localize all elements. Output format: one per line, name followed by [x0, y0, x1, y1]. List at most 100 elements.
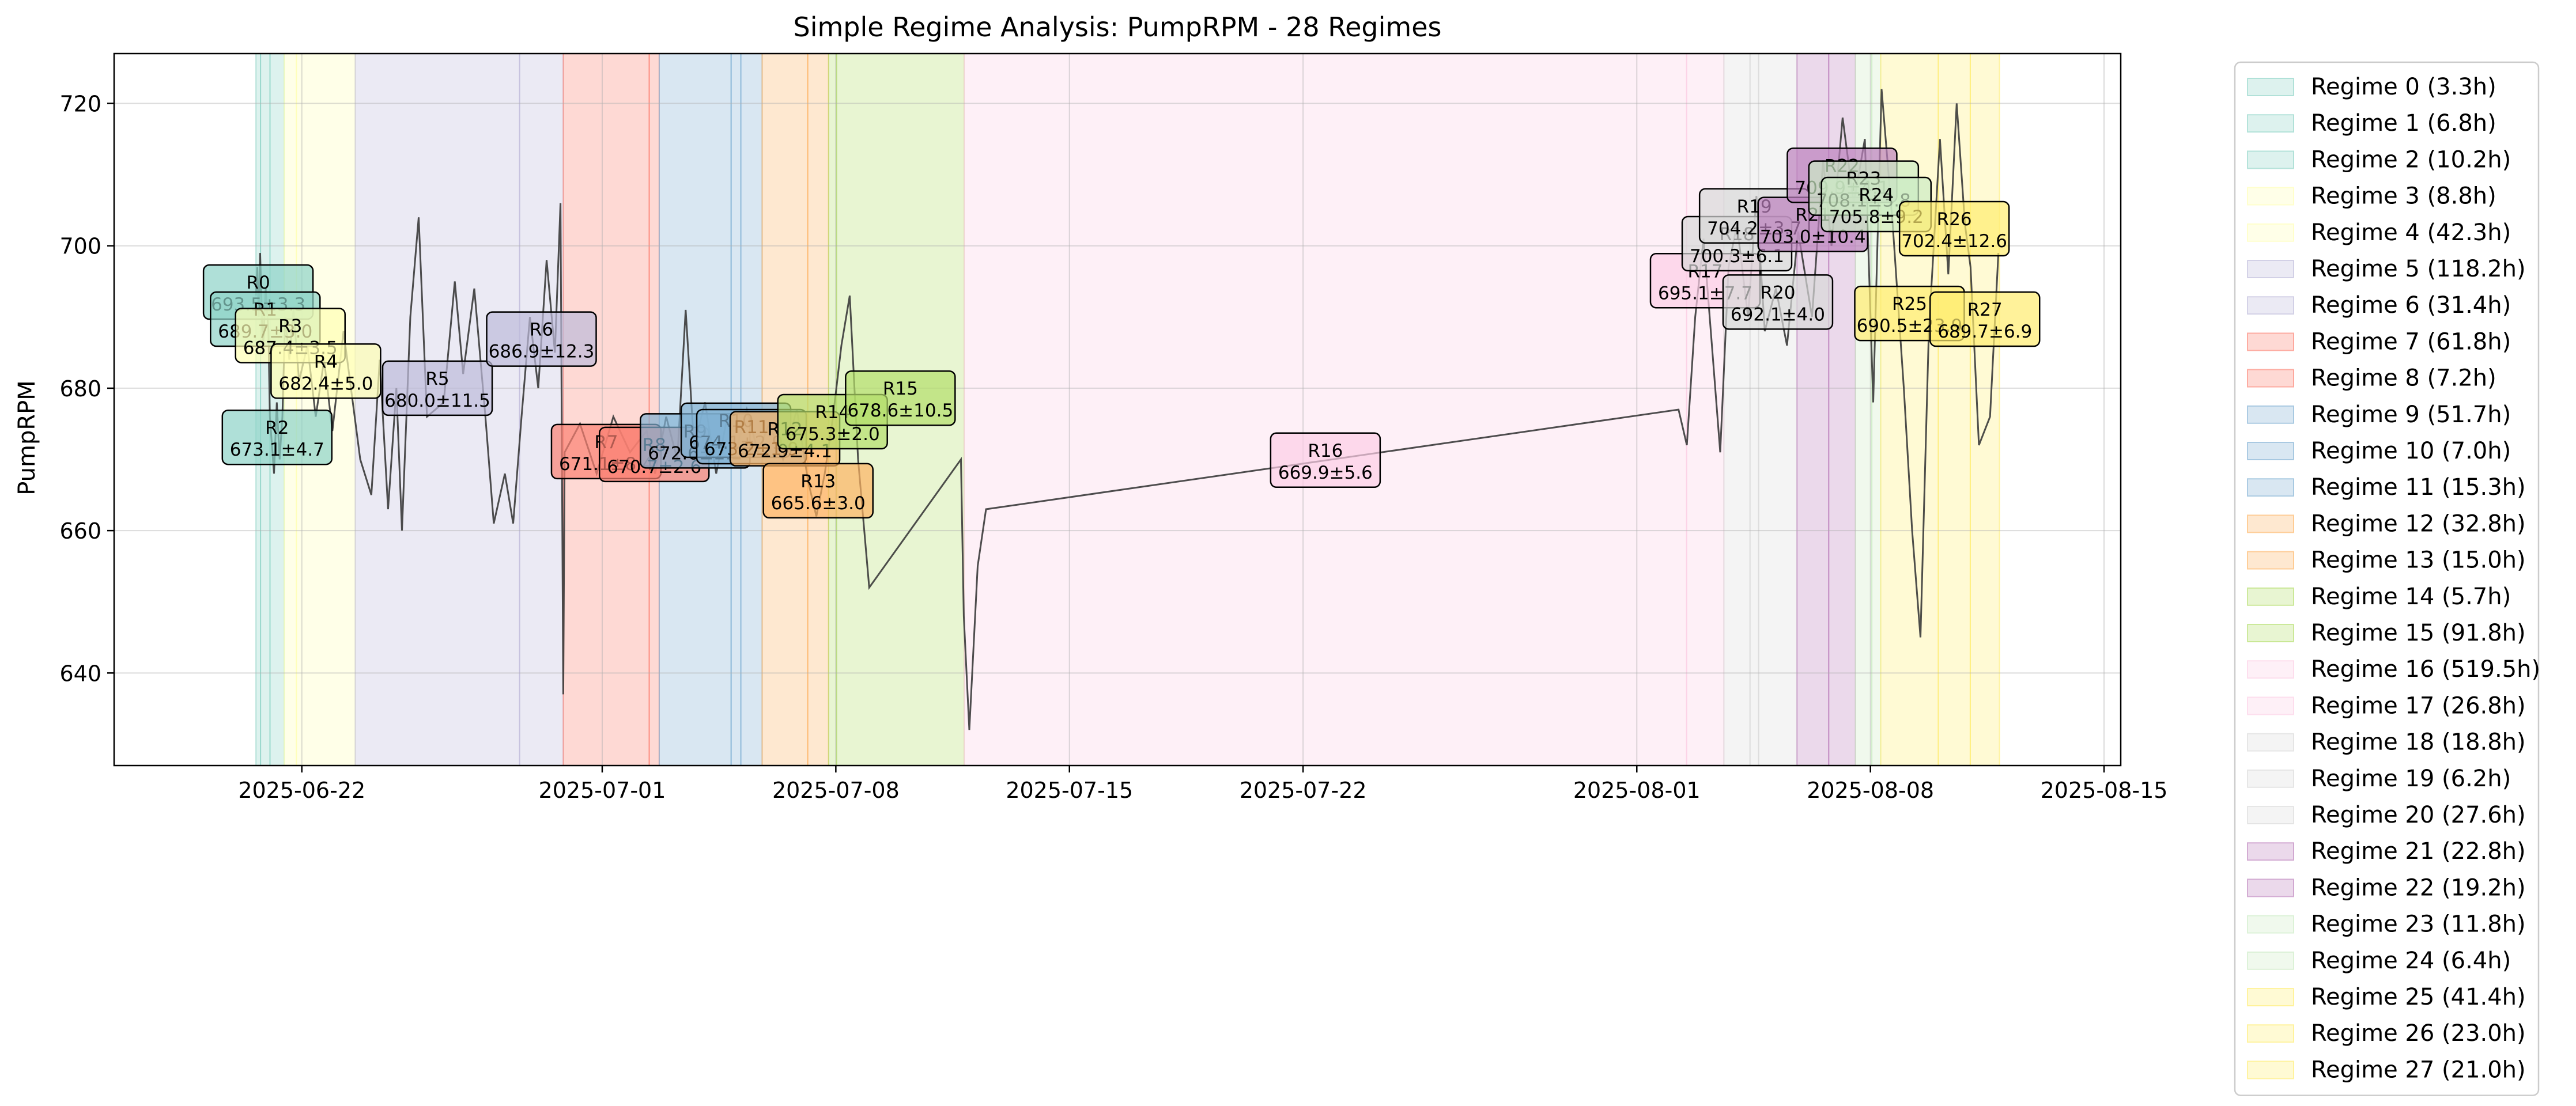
legend-swatch-14 [2247, 587, 2294, 606]
legend-entry-4: Regime 4 (42.3h) [2311, 219, 2511, 246]
legend-entry-22: Regime 22 (19.2h) [2311, 874, 2526, 901]
legend-entry-21: Regime 21 (22.8h) [2311, 838, 2526, 865]
legend-entry-10: Regime 10 (7.0h) [2311, 438, 2511, 464]
legend-swatch-25 [2247, 988, 2294, 1006]
legend-entry-0: Regime 0 (3.3h) [2311, 74, 2496, 100]
legend-swatch-16 [2247, 660, 2294, 679]
regime-box-2 [221, 409, 333, 465]
regime-band-8 [648, 53, 660, 766]
legend-swatch-10 [2247, 442, 2294, 460]
regime-box-label-27: R27 [1967, 300, 2003, 320]
legend-entry-13: Regime 13 (15.0h) [2311, 547, 2526, 574]
regime-box-4 [270, 343, 382, 399]
regime-box-label-15: R15 [883, 378, 918, 399]
legend-entry-1: Regime 1 (6.8h) [2311, 110, 2496, 137]
regime-band-17 [1686, 53, 1725, 766]
legend-swatch-21 [2247, 842, 2294, 861]
regime-box-stats-15: 678.6±10.5 [847, 400, 953, 421]
y-tick-label-4: 720 [59, 92, 101, 117]
legend-entry-24: Regime 24 (6.4h) [2311, 948, 2511, 974]
regime-box-label-0: R0 [246, 272, 270, 293]
regime-box-stats-6: 686.9±12.3 [489, 342, 595, 362]
y-axis-label: PumpRPM [14, 380, 40, 495]
legend-swatch-4 [2247, 223, 2294, 242]
regime-box-label-4: R4 [314, 351, 338, 372]
legend-entry-15: Regime 15 (91.8h) [2311, 620, 2526, 646]
legend: Regime 0 (3.3h) Regime 1 (6.8h) Regime 2 (… [2234, 61, 2540, 1096]
regime-box-20 [1722, 274, 1834, 330]
regime-box-label-25: R25 [1892, 294, 1927, 315]
legend-swatch-19 [2247, 769, 2294, 788]
regime-band-6 [519, 53, 564, 766]
regime-band-16 [964, 53, 1687, 766]
y-tick-label-2: 680 [59, 376, 101, 402]
legend-swatch-18 [2247, 733, 2294, 752]
legend-swatch-22 [2247, 878, 2294, 897]
legend-entry-26: Regime 26 (23.0h) [2311, 1020, 2526, 1047]
regime-box-stats-13: 665.6±3.0 [771, 493, 866, 514]
regime-box-label-26: R26 [1937, 209, 1972, 230]
legend-swatch-2 [2247, 150, 2294, 169]
legend-entry-18: Regime 18 (18.8h) [2311, 729, 2526, 756]
regime-box-label-24: R24 [1859, 185, 1894, 206]
legend-entry-9: Regime 9 (51.7h) [2311, 402, 2511, 428]
axes: 2025-06-22 2025-07-01 2025-07-08 2025-07-15… [59, 52, 2167, 803]
regime-band-19 [1749, 53, 1759, 766]
regime-box-27 [1929, 291, 2041, 347]
legend-swatch-17 [2247, 696, 2294, 715]
regime-box-label-20: R20 [1760, 282, 1795, 303]
legend-entry-8: Regime 8 (7.2h) [2311, 365, 2496, 392]
regime-box-stats-16: 669.9±5.6 [1278, 463, 1373, 483]
x-tick-label-6: 2025-08-08 [1807, 778, 1934, 803]
y-tick-label-3: 700 [59, 234, 101, 259]
regime-box-5 [382, 360, 493, 416]
legend-entry-14: Regime 14 (5.7h) [2311, 584, 2511, 610]
regime-box-label-2: R2 [265, 418, 289, 438]
legend-entry-17: Regime 17 (26.8h) [2311, 692, 2526, 719]
legend-swatch-0 [2247, 78, 2294, 96]
regime-box-stats-20: 692.1±4.0 [1731, 304, 1825, 325]
legend-entry-3: Regime 3 (8.8h) [2311, 183, 2496, 210]
regime-bands [255, 53, 2000, 766]
plot-frame [113, 52, 2122, 767]
legend-entry-23: Regime 23 (11.8h) [2311, 911, 2526, 938]
legend-swatch-24 [2247, 951, 2294, 970]
legend-entry-25: Regime 25 (41.4h) [2311, 984, 2526, 1010]
legend-swatch-5 [2247, 260, 2294, 278]
regime-box-stats-27: 689.7±6.9 [1937, 321, 2032, 342]
legend-swatch-7 [2247, 332, 2294, 351]
regime-box-15 [845, 370, 956, 426]
regime-box-label-14: R14 [815, 402, 850, 423]
legend-swatch-26 [2247, 1024, 2294, 1043]
regime-box-label-5: R5 [425, 369, 449, 389]
regime-band-27 [1969, 53, 2000, 766]
legend-entry-11: Regime 11 (15.3h) [2311, 474, 2526, 501]
regime-band-18 [1723, 53, 1751, 766]
legend-swatch-23 [2247, 915, 2294, 934]
legend-swatch-11 [2247, 478, 2294, 497]
legend-swatch-13 [2247, 551, 2294, 570]
legend-entry-27: Regime 27 (21.0h) [2311, 1056, 2526, 1083]
regime-box-label-13: R13 [800, 471, 836, 492]
y-tick-label-0: 640 [59, 661, 101, 686]
x-tick-label-3: 2025-07-15 [1006, 778, 1133, 803]
x-tick-label-4: 2025-07-22 [1240, 778, 1367, 803]
chart-title: Simple Regime Analysis: PumpRPM - 28 Reg… [794, 12, 1442, 43]
regime-box-label-3: R3 [278, 316, 302, 336]
legend-swatch-20 [2247, 806, 2294, 824]
legend-frame [2234, 61, 2540, 1096]
regime-box-stats-5: 680.0±11.5 [384, 391, 490, 411]
regime-annotations: R0693.5±3.3R1689.7±3.0R2673.1±4.7R3687.4… [202, 147, 2041, 519]
regime-box-13 [762, 463, 874, 519]
legend-swatch-12 [2247, 514, 2294, 533]
legend-swatch-6 [2247, 296, 2294, 315]
